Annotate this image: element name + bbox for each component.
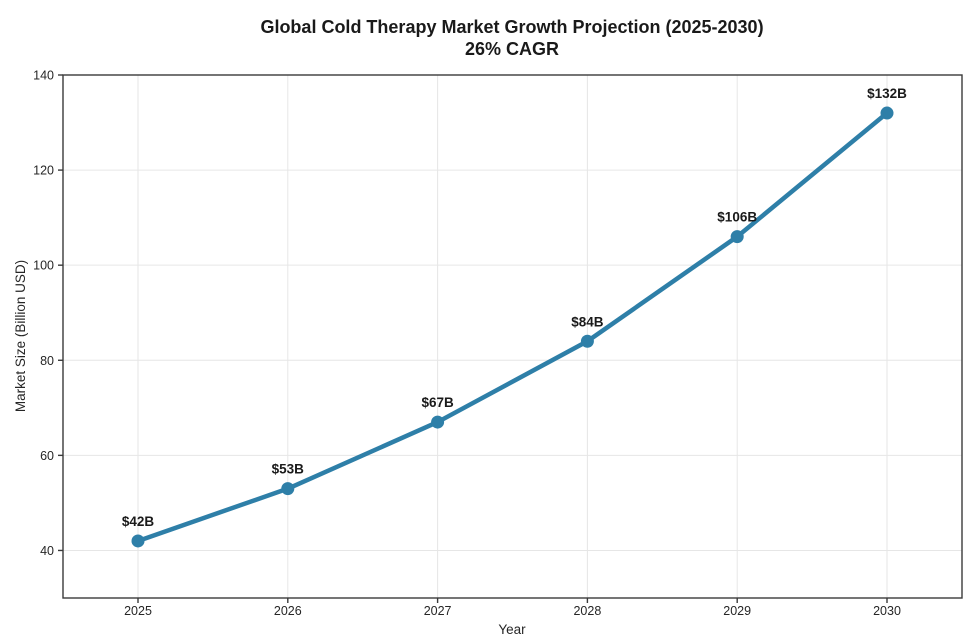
data-point-marker bbox=[431, 415, 445, 429]
y-tick-label: 80 bbox=[40, 354, 54, 368]
chart-title: Global Cold Therapy Market Growth Projec… bbox=[260, 17, 763, 37]
data-point-label: $84B bbox=[571, 314, 604, 329]
data-point-label: $42B bbox=[122, 514, 155, 529]
x-tick-labels: 2025 2026 2027 2028 2029 2030 bbox=[124, 604, 901, 618]
chart-subtitle: 26% CAGR bbox=[465, 39, 559, 59]
y-tick-label: 40 bbox=[40, 544, 54, 558]
y-axis-label: Market Size (Billion USD) bbox=[13, 260, 28, 412]
axis-ticks bbox=[58, 74, 888, 603]
x-tick-label: 2030 bbox=[873, 604, 901, 618]
y-tick-label: 60 bbox=[40, 449, 54, 463]
y-tick-label: 140 bbox=[33, 69, 54, 83]
data-point-labels: $42B $53B $67B $84B $106B $132B bbox=[122, 86, 907, 529]
x-axis-label: Year bbox=[498, 622, 526, 637]
y-tick-label: 120 bbox=[33, 164, 54, 178]
y-tick-label: 100 bbox=[33, 259, 54, 273]
data-point-label: $53B bbox=[272, 462, 305, 477]
x-tick-label: 2027 bbox=[424, 604, 452, 618]
data-point-marker bbox=[281, 482, 295, 496]
x-tick-label: 2029 bbox=[723, 604, 751, 618]
data-point-marker bbox=[131, 534, 145, 548]
x-tick-label: 2026 bbox=[274, 604, 302, 618]
y-tick-labels: 40 60 80 100 120 140 bbox=[33, 69, 54, 558]
x-tick-label: 2028 bbox=[573, 604, 601, 618]
data-point-marker bbox=[880, 106, 894, 120]
data-markers bbox=[131, 106, 894, 548]
data-point-label: $67B bbox=[421, 395, 454, 410]
data-point-marker bbox=[730, 230, 744, 244]
data-point-marker bbox=[580, 334, 594, 348]
plot-border bbox=[62, 74, 963, 599]
x-tick-label: 2025 bbox=[124, 604, 152, 618]
data-point-label: $106B bbox=[717, 210, 757, 225]
data-line bbox=[135, 110, 890, 544]
market-growth-line bbox=[135, 110, 890, 544]
data-point-label: $132B bbox=[867, 86, 907, 101]
